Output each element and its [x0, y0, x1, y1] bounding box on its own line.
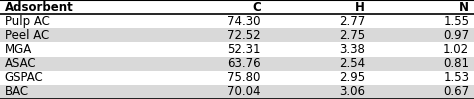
Text: 70.04: 70.04 [227, 85, 261, 98]
Text: 3.38: 3.38 [339, 43, 365, 56]
Text: 0.67: 0.67 [443, 85, 469, 98]
Bar [0, 14, 474, 28]
Text: 3.06: 3.06 [339, 85, 365, 98]
Bar [0, 85, 474, 99]
Text: GSPAC: GSPAC [5, 71, 44, 84]
Text: 63.76: 63.76 [227, 57, 261, 70]
Text: 0.81: 0.81 [443, 57, 469, 70]
Text: 52.31: 52.31 [227, 43, 261, 56]
Text: MGA: MGA [5, 43, 32, 56]
Text: Pulp AC: Pulp AC [5, 15, 50, 28]
Text: 2.54: 2.54 [339, 57, 365, 70]
Text: 1.02: 1.02 [443, 43, 469, 56]
Text: N: N [459, 1, 469, 14]
Text: C: C [252, 1, 261, 14]
Text: 2.75: 2.75 [339, 29, 365, 42]
Text: 0.97: 0.97 [443, 29, 469, 42]
Text: ASAC: ASAC [5, 57, 36, 70]
Text: Adsorbent: Adsorbent [5, 1, 73, 14]
Bar [0, 57, 474, 71]
Text: 1.55: 1.55 [443, 15, 469, 28]
Text: 2.95: 2.95 [339, 71, 365, 84]
Bar [0, 28, 474, 42]
Text: 75.80: 75.80 [228, 71, 261, 84]
Bar [0, 42, 474, 57]
Bar [0, 0, 474, 14]
Text: H: H [355, 1, 365, 14]
Text: 1.53: 1.53 [443, 71, 469, 84]
Text: BAC: BAC [5, 85, 29, 98]
Text: 74.30: 74.30 [227, 15, 261, 28]
Text: 2.77: 2.77 [339, 15, 365, 28]
Text: Peel AC: Peel AC [5, 29, 49, 42]
Bar [0, 71, 474, 85]
Text: 72.52: 72.52 [227, 29, 261, 42]
